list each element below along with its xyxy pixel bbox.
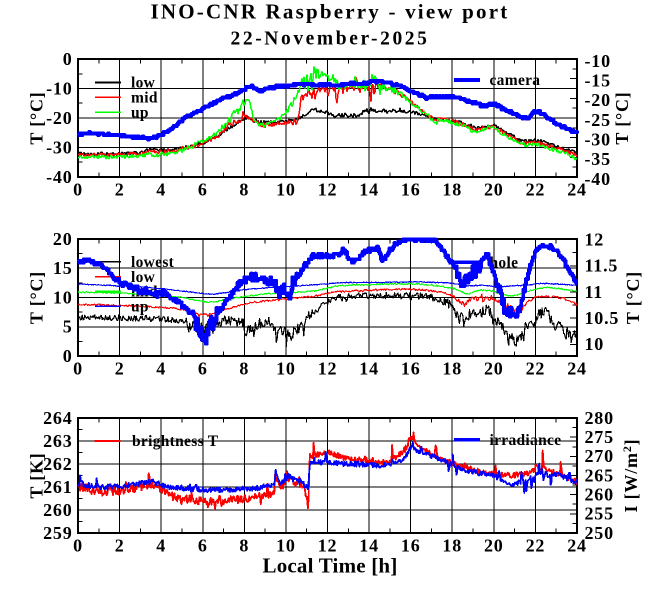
svg-text:-25: -25	[585, 110, 611, 130]
svg-text:0: 0	[73, 358, 83, 378]
svg-text:mid: mid	[131, 90, 158, 107]
svg-text:camera: camera	[490, 72, 541, 89]
svg-text:-35: -35	[585, 149, 611, 169]
svg-text:8: 8	[239, 358, 249, 378]
svg-text:-15: -15	[585, 71, 611, 91]
svg-text:0: 0	[73, 535, 83, 555]
svg-text:4: 4	[156, 358, 166, 378]
svg-text:12: 12	[585, 229, 605, 249]
svg-text:16: 16	[401, 358, 421, 378]
svg-text:-10: -10	[46, 78, 72, 98]
svg-text:10.5: 10.5	[585, 308, 620, 328]
svg-text:265: 265	[585, 465, 614, 485]
svg-text:T [K]: T [K]	[27, 452, 47, 498]
svg-text:261: 261	[43, 477, 72, 497]
svg-text:INO-CNR Raspberry - view port: INO-CNR Raspberry - view port	[151, 0, 510, 24]
svg-text:-10: -10	[585, 51, 611, 71]
svg-text:-20: -20	[46, 108, 72, 128]
svg-text:12: 12	[318, 179, 338, 199]
svg-text:-40: -40	[46, 167, 72, 187]
svg-text:T [°C]: T [°C]	[612, 91, 632, 144]
svg-text:brightness T: brightness T	[132, 433, 219, 450]
svg-text:22: 22	[526, 358, 546, 378]
svg-text:-40: -40	[585, 169, 611, 189]
svg-text:irradiance: irradiance	[490, 432, 562, 449]
svg-text:4: 4	[156, 535, 166, 555]
svg-text:270: 270	[585, 446, 614, 466]
svg-text:I [W/m2]: I [W/m2]	[620, 439, 641, 513]
svg-text:5: 5	[63, 317, 73, 337]
svg-text:0: 0	[63, 49, 73, 69]
svg-text:18: 18	[442, 358, 462, 378]
svg-text:22: 22	[526, 179, 546, 199]
svg-text:T [°C]: T [°C]	[27, 271, 47, 324]
svg-text:280: 280	[585, 408, 614, 428]
svg-text:22-November-2025: 22-November-2025	[231, 29, 430, 50]
svg-text:10: 10	[53, 287, 73, 307]
svg-text:2: 2	[115, 535, 125, 555]
svg-text:12: 12	[318, 358, 338, 378]
svg-text:8: 8	[239, 179, 249, 199]
svg-text:up: up	[131, 105, 149, 122]
svg-text:6: 6	[198, 358, 208, 378]
svg-text:18: 18	[442, 179, 462, 199]
svg-text:6: 6	[198, 535, 208, 555]
svg-text:8: 8	[239, 535, 249, 555]
svg-text:Local Time [h]: Local Time [h]	[262, 554, 397, 578]
svg-text:10: 10	[276, 179, 296, 199]
svg-text:14: 14	[359, 179, 379, 199]
svg-text:low: low	[131, 75, 156, 92]
svg-text:-30: -30	[585, 130, 611, 150]
svg-text:10: 10	[276, 358, 296, 378]
svg-text:20: 20	[484, 358, 504, 378]
svg-text:-30: -30	[46, 137, 72, 157]
svg-text:262: 262	[43, 454, 72, 474]
svg-text:24: 24	[567, 179, 587, 199]
svg-text:260: 260	[43, 500, 72, 520]
svg-text:20: 20	[484, 535, 504, 555]
svg-text:11: 11	[585, 282, 604, 302]
svg-text:lowest: lowest	[131, 254, 175, 271]
svg-text:16: 16	[401, 535, 421, 555]
svg-text:4: 4	[156, 179, 166, 199]
svg-text:275: 275	[585, 427, 614, 447]
svg-text:-20: -20	[585, 90, 611, 110]
svg-text:T [°C]: T [°C]	[623, 271, 643, 324]
svg-text:250: 250	[585, 523, 614, 543]
svg-text:14: 14	[359, 358, 379, 378]
svg-text:24: 24	[567, 535, 587, 555]
svg-text:263: 263	[43, 431, 72, 451]
svg-text:260: 260	[585, 485, 614, 505]
svg-text:20: 20	[484, 179, 504, 199]
svg-text:2: 2	[115, 179, 125, 199]
svg-text:10: 10	[585, 334, 605, 354]
svg-text:24: 24	[567, 358, 587, 378]
svg-text:16: 16	[401, 179, 421, 199]
svg-text:0: 0	[73, 179, 83, 199]
svg-text:264: 264	[43, 408, 72, 428]
svg-text:T [°C]: T [°C]	[27, 91, 47, 144]
svg-text:10: 10	[276, 535, 296, 555]
svg-text:2: 2	[115, 358, 125, 378]
svg-text:15: 15	[53, 258, 73, 278]
svg-text:22: 22	[526, 535, 546, 555]
svg-text:0: 0	[63, 346, 73, 366]
svg-text:255: 255	[585, 504, 614, 524]
svg-text:18: 18	[442, 535, 462, 555]
svg-text:14: 14	[359, 535, 379, 555]
svg-text:12: 12	[318, 535, 338, 555]
svg-text:up: up	[131, 299, 149, 316]
svg-text:low: low	[131, 269, 156, 286]
svg-text:11.5: 11.5	[585, 256, 619, 276]
svg-text:hole: hole	[490, 255, 519, 272]
svg-text:6: 6	[198, 179, 208, 199]
svg-text:20: 20	[53, 229, 73, 249]
svg-text:259: 259	[43, 523, 72, 543]
